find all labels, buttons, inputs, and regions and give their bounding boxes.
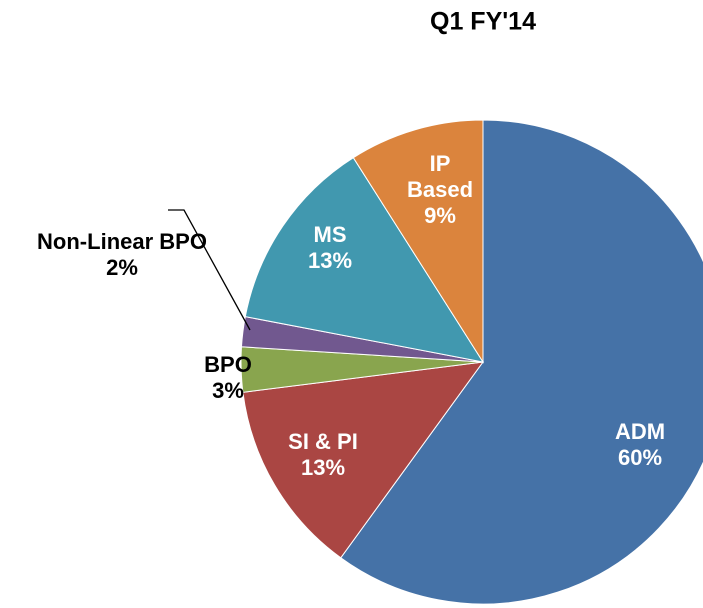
data-label: IP Based 9% — [405, 151, 475, 229]
category-label: IP Based — [406, 151, 474, 202]
data-label: ADM 60% — [580, 419, 700, 471]
leader-line — [168, 209, 251, 331]
category-label: BPO — [204, 352, 252, 377]
pie-slice — [244, 156, 485, 363]
category-label: MS — [313, 222, 347, 247]
value-label: 9% — [424, 203, 456, 228]
data-label: Non-Linear BPO 2% — [2, 229, 242, 281]
value-label: 60% — [617, 445, 663, 470]
value-label: 2% — [106, 255, 138, 280]
pie-slice — [340, 119, 703, 605]
pie-slice — [352, 119, 484, 364]
category-label: ADM — [614, 419, 666, 444]
data-label: BPO 3% — [198, 352, 258, 404]
value-label: 3% — [212, 378, 244, 403]
value-label: 13% — [300, 455, 346, 480]
data-label: MS 13% — [290, 222, 370, 274]
pie-slice — [242, 361, 485, 559]
category-label: Non-Linear BPO — [37, 229, 207, 254]
data-label: SI & PI 13% — [263, 429, 383, 481]
category-label: SI & PI — [288, 429, 358, 454]
chart-title: Q1 FY'14 — [430, 7, 536, 36]
value-label: 13% — [307, 248, 353, 273]
